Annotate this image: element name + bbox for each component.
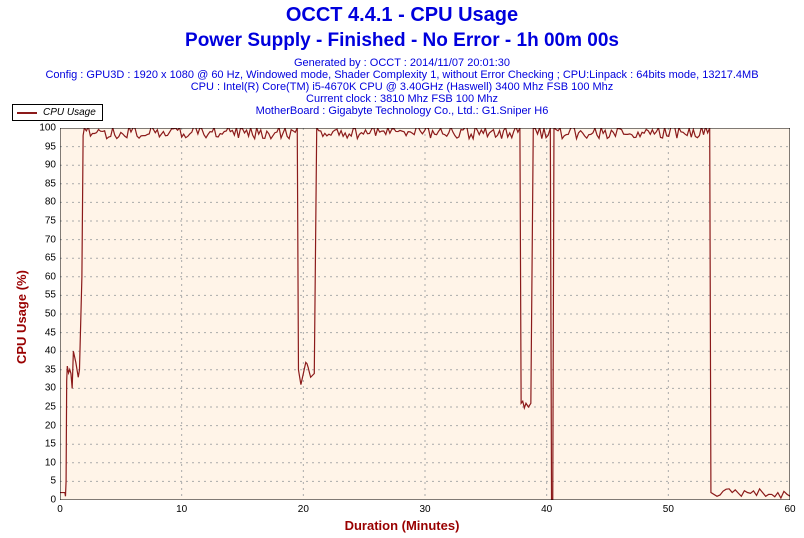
x-axis-label: Duration (Minutes) xyxy=(0,518,804,533)
legend-swatch xyxy=(17,112,37,114)
y-tick: 45 xyxy=(45,327,56,338)
x-tick: 60 xyxy=(784,504,795,515)
y-tick: 0 xyxy=(50,495,56,506)
meta-line-1: Generated by : OCCT : 2014/11/07 20:01:3… xyxy=(0,57,804,69)
y-tick: 90 xyxy=(45,160,56,171)
axes xyxy=(60,128,790,500)
y-tick: 10 xyxy=(45,457,56,468)
y-tick: 65 xyxy=(45,253,56,264)
y-tick: 50 xyxy=(45,309,56,320)
y-tick: 75 xyxy=(45,216,56,227)
x-tick: 10 xyxy=(176,504,187,515)
legend: CPU Usage xyxy=(12,104,103,121)
y-tick: 85 xyxy=(45,178,56,189)
legend-label: CPU Usage xyxy=(43,107,96,118)
y-tick: 5 xyxy=(50,476,56,487)
meta-line-5: MotherBoard : Gigabyte Technology Co., L… xyxy=(0,105,804,117)
y-tick: 25 xyxy=(45,402,56,413)
chart-title-sub: Power Supply - Finished - No Error - 1h … xyxy=(0,30,804,52)
y-tick: 60 xyxy=(45,271,56,282)
y-tick: 20 xyxy=(45,420,56,431)
x-tick: 50 xyxy=(663,504,674,515)
plot-area: 0510152025303540455055606570758085909510… xyxy=(60,128,790,500)
y-tick: 40 xyxy=(45,346,56,357)
y-tick: 35 xyxy=(45,364,56,375)
y-tick: 30 xyxy=(45,383,56,394)
y-tick: 15 xyxy=(45,439,56,450)
x-tick: 30 xyxy=(419,504,430,515)
meta-line-3: CPU : Intel(R) Core(TM) i5-4670K CPU @ 3… xyxy=(0,81,804,93)
x-tick: 40 xyxy=(541,504,552,515)
meta-line-2: Config : GPU3D : 1920 x 1080 @ 60 Hz, Wi… xyxy=(0,69,804,81)
x-tick: 0 xyxy=(57,504,63,515)
chart-container: OCCT 4.4.1 - CPU Usage Power Supply - Fi… xyxy=(0,0,804,538)
y-tick: 70 xyxy=(45,234,56,245)
chart-title-main: OCCT 4.4.1 - CPU Usage xyxy=(0,4,804,27)
y-tick: 95 xyxy=(45,141,56,152)
y-tick: 80 xyxy=(45,197,56,208)
y-tick: 100 xyxy=(39,123,56,134)
meta-line-4: Current clock : 3810 Mhz FSB 100 Mhz xyxy=(0,93,804,105)
y-axis-label: CPU Usage (%) xyxy=(14,270,29,364)
y-tick: 55 xyxy=(45,290,56,301)
x-tick: 20 xyxy=(298,504,309,515)
